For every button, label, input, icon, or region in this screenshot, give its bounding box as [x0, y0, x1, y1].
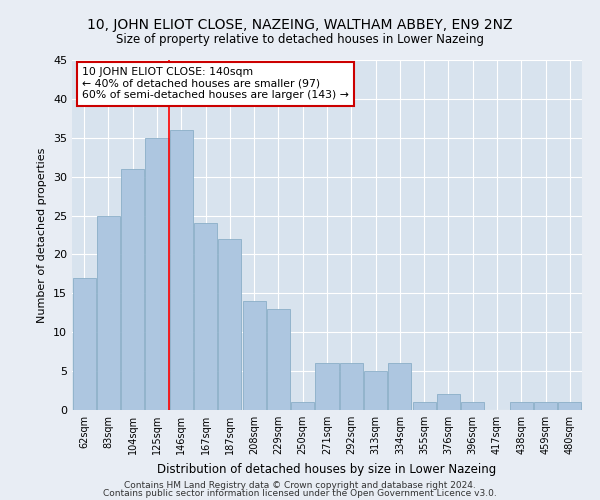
- Bar: [461, 402, 484, 410]
- Bar: [145, 138, 169, 410]
- Y-axis label: Number of detached properties: Number of detached properties: [37, 148, 47, 322]
- Bar: [364, 371, 387, 410]
- Text: 10 JOHN ELIOT CLOSE: 140sqm
← 40% of detached houses are smaller (97)
60% of sem: 10 JOHN ELIOT CLOSE: 140sqm ← 40% of det…: [82, 67, 349, 100]
- Text: Contains HM Land Registry data © Crown copyright and database right 2024.: Contains HM Land Registry data © Crown c…: [124, 480, 476, 490]
- Bar: [413, 402, 436, 410]
- Bar: [437, 394, 460, 410]
- Bar: [170, 130, 193, 410]
- Text: Contains public sector information licensed under the Open Government Licence v3: Contains public sector information licen…: [103, 489, 497, 498]
- Bar: [267, 309, 290, 410]
- X-axis label: Distribution of detached houses by size in Lower Nazeing: Distribution of detached houses by size …: [157, 462, 497, 475]
- Bar: [218, 239, 241, 410]
- Bar: [242, 301, 266, 410]
- Bar: [559, 402, 581, 410]
- Bar: [73, 278, 95, 410]
- Bar: [121, 169, 144, 410]
- Bar: [510, 402, 533, 410]
- Bar: [340, 364, 363, 410]
- Text: Size of property relative to detached houses in Lower Nazeing: Size of property relative to detached ho…: [116, 32, 484, 46]
- Bar: [534, 402, 557, 410]
- Text: 10, JOHN ELIOT CLOSE, NAZEING, WALTHAM ABBEY, EN9 2NZ: 10, JOHN ELIOT CLOSE, NAZEING, WALTHAM A…: [87, 18, 513, 32]
- Bar: [388, 364, 412, 410]
- Bar: [97, 216, 120, 410]
- Bar: [291, 402, 314, 410]
- Bar: [194, 224, 217, 410]
- Bar: [316, 364, 338, 410]
